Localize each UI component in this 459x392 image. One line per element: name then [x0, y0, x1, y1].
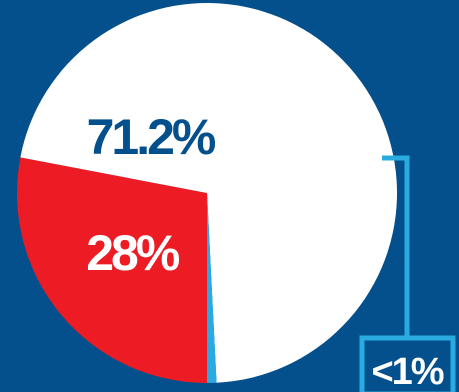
pie-slice-2 — [207, 193, 217, 383]
callout-leader-line — [382, 155, 410, 338]
callout-box — [359, 335, 456, 392]
pie-labels: 28% 71.2% <1% — [86, 109, 446, 392]
pie-slice-1 — [20, 2, 398, 383]
slice-label-small: <1% — [371, 351, 443, 392]
slice-label-71: 71.2% — [87, 109, 216, 165]
pie-slice-0 — [17, 157, 208, 383]
slice-label-28: 28% — [86, 225, 180, 281]
pie-slices — [17, 2, 398, 383]
